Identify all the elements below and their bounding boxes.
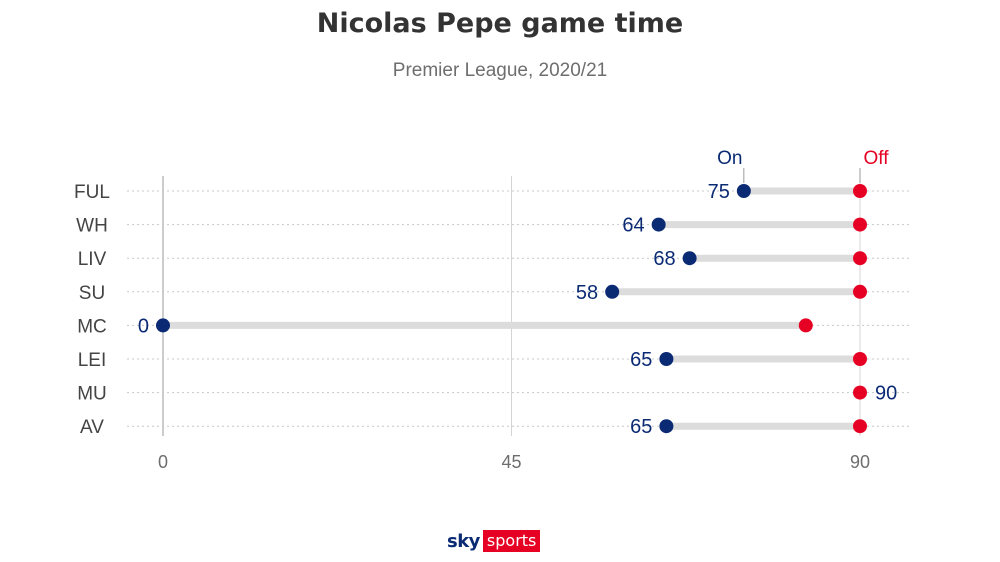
on-dot: [651, 217, 666, 232]
x-tick-label: 90: [850, 452, 870, 472]
category-label: MC: [77, 316, 107, 337]
on-value-label: 65: [630, 349, 652, 371]
logo-sky-text: sky: [447, 530, 480, 552]
category-label: AV: [80, 417, 104, 438]
on-dot: [682, 251, 697, 266]
legend-off-label: Off: [864, 148, 890, 169]
on-value-label: 0: [138, 315, 149, 337]
on-dot: [156, 318, 170, 333]
on-value-label: 58: [576, 282, 598, 304]
category-label: LIV: [78, 249, 107, 270]
on-dot: [736, 184, 751, 198]
off-value-label: 90: [875, 383, 897, 405]
off-dot: [853, 385, 867, 400]
off-dot: [853, 352, 867, 366]
category-label: MU: [77, 384, 107, 405]
category-label: WH: [76, 216, 108, 237]
off-dot: [853, 251, 867, 266]
on-dot: [659, 419, 674, 434]
on-value-label: 65: [630, 416, 652, 438]
on-dot: [605, 284, 620, 299]
chart-subtitle: Premier League, 2020/21: [392, 60, 608, 81]
chart-title: Nicolas Pepe game time: [316, 8, 684, 39]
legend-on-label: On: [717, 148, 742, 169]
on-value-label: 75: [708, 181, 730, 203]
x-tick-label: 45: [501, 452, 521, 472]
on-value-label: 64: [622, 215, 644, 237]
x-tick-label: 0: [158, 452, 168, 472]
on-value-label: 68: [653, 248, 675, 270]
off-dot: [798, 318, 813, 333]
off-dot: [853, 217, 867, 232]
category-label: LEI: [78, 350, 107, 371]
sky-sports-logo: sky sports: [447, 529, 541, 553]
off-dot: [853, 419, 867, 434]
off-dot: [853, 284, 867, 299]
on-dot: [659, 352, 674, 366]
off-dot: [853, 184, 867, 198]
category-label: SU: [79, 283, 105, 304]
logo-sports-text: sports: [482, 530, 541, 552]
category-label: FUL: [74, 182, 110, 203]
